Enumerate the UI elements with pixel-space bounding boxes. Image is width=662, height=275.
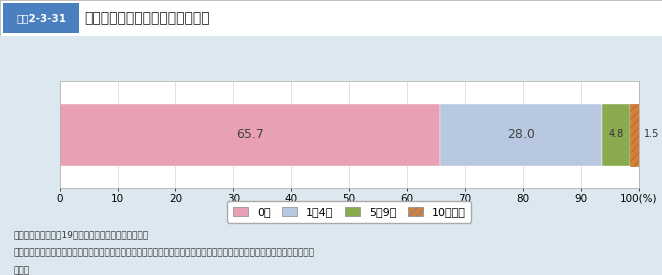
Bar (630, 104, 639, 166)
Text: 65.7: 65.7 (236, 128, 263, 141)
Text: 近所に生活面で協力し合う人の数: 近所に生活面で協力し合う人の数 (85, 11, 211, 25)
Bar (440, 104, 602, 166)
Legend: 0人, 1～4人, 5～9人, 10人以上: 0人, 1～4人, 5～9人, 10人以上 (227, 201, 471, 222)
FancyBboxPatch shape (3, 3, 79, 33)
Text: 4.8: 4.8 (608, 128, 624, 139)
Text: る。: る。 (13, 266, 29, 275)
Text: （注）「生活面で協力し合う人」とは、お互いに相談したり日用品の貸し借りをするなど、生活面で協力しあっている人であ: （注）「生活面で協力し合う人」とは、お互いに相談したり日用品の貸し借りをするなど… (13, 249, 314, 257)
Text: 1.5: 1.5 (643, 128, 659, 139)
Text: 資料：内閣府「平成19年版国民生活白書」により作成: 資料：内閣府「平成19年版国民生活白書」により作成 (13, 231, 148, 240)
Text: 図表2-3-31: 図表2-3-31 (16, 13, 66, 23)
Bar (60, 104, 440, 166)
Bar (602, 104, 630, 166)
FancyBboxPatch shape (0, 0, 662, 36)
Text: 28.0: 28.0 (507, 128, 535, 141)
